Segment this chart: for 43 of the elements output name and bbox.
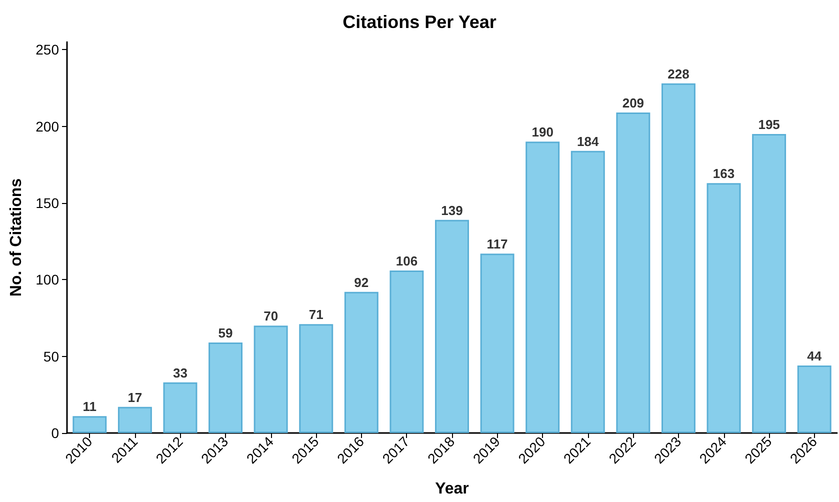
bar (797, 366, 832, 433)
bar (118, 406, 152, 433)
y-tick-label: 0 (51, 425, 60, 441)
data-label: 228 (668, 66, 690, 82)
data-label: 17 (128, 390, 142, 405)
bar (254, 326, 288, 433)
data-label: 44 (807, 348, 822, 364)
y-tick-label: 150 (36, 195, 60, 211)
bar (616, 112, 650, 433)
bar (661, 83, 696, 433)
data-label: 59 (218, 326, 233, 341)
bar (706, 183, 741, 433)
data-label: 209 (622, 96, 644, 111)
bar (435, 220, 469, 433)
data-label: 11 (82, 399, 97, 414)
data-label: 33 (173, 365, 188, 380)
x-axis-title: Year (435, 480, 469, 498)
bar (208, 342, 243, 433)
chart-title: Citations Per Year (342, 12, 496, 32)
data-label: 139 (441, 202, 463, 218)
bar (570, 150, 605, 433)
bar (163, 382, 198, 433)
data-label: 184 (577, 134, 600, 149)
data-label: 92 (354, 274, 369, 290)
data-label: 117 (486, 236, 508, 252)
data-label: 106 (396, 253, 418, 268)
y-tick-label: 200 (36, 118, 60, 134)
y-tick-label: 100 (36, 272, 60, 288)
bar (72, 416, 107, 433)
bar (299, 324, 334, 433)
y-tick-label: 250 (36, 42, 60, 58)
bar (390, 270, 424, 433)
y-axis-title: No. of Citations (8, 178, 26, 297)
data-label: 195 (758, 117, 780, 132)
data-label: 70 (264, 308, 278, 324)
data-label: 71 (308, 307, 324, 322)
data-label: 163 (712, 166, 735, 182)
bar (480, 254, 514, 433)
data-label: 190 (532, 124, 554, 140)
y-tick-label: 50 (43, 348, 60, 364)
bar (752, 134, 786, 433)
bar (526, 142, 560, 433)
bar (344, 292, 378, 433)
